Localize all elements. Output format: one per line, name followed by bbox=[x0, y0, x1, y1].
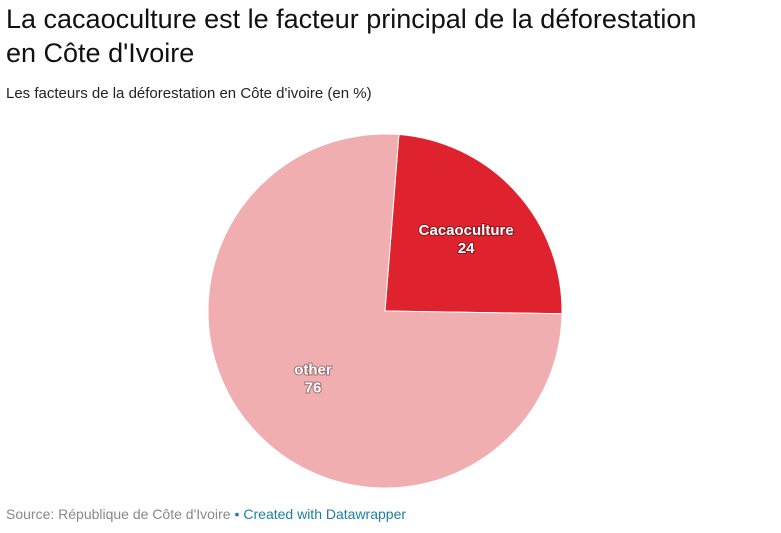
slice-label: Cacaoculture bbox=[419, 222, 514, 239]
footer-separator: • bbox=[234, 506, 240, 522]
chart-title: La cacaoculture est le facteur principal… bbox=[6, 4, 697, 68]
chart-subtitle: Les facteurs de la déforestation en Côte… bbox=[6, 85, 372, 102]
slice-label: other bbox=[294, 362, 332, 379]
slice-value-label: 24 bbox=[458, 240, 475, 257]
pie-slice-cacaoculture[interactable] bbox=[384, 134, 563, 315]
pie-slice-other[interactable] bbox=[207, 133, 563, 489]
slice-value-label: 76 bbox=[305, 380, 322, 397]
datawrapper-credit-link[interactable]: Created with Datawrapper bbox=[243, 506, 407, 522]
source-note: Source: République de Côte d'Ivoire bbox=[6, 506, 231, 522]
chart-footer: Source: République de Côte d'Ivoire • Crea… bbox=[6, 505, 406, 523]
